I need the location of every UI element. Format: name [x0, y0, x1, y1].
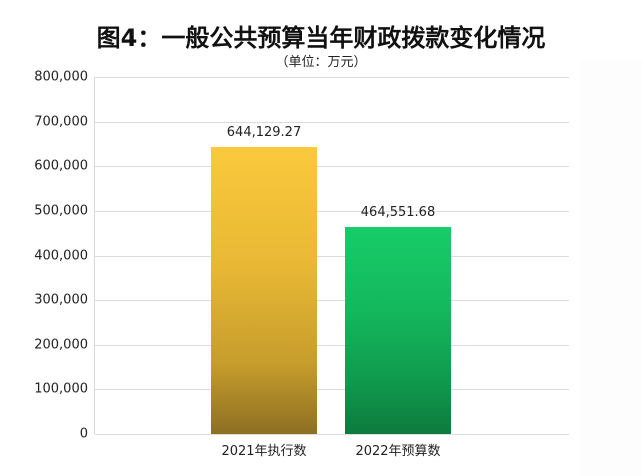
- gridline-700000: [95, 121, 569, 123]
- y-tick-label: 800,000: [34, 69, 88, 85]
- gridline-300000: [95, 300, 569, 302]
- gridline-800000: [95, 77, 569, 78]
- bar-2021-execution: [211, 147, 317, 434]
- chart-title: 图4：一般公共预算当年财政拨款变化情况: [96, 24, 546, 52]
- chart-subtitle: （单位：万元）: [275, 55, 367, 70]
- gridline-0: [95, 434, 569, 435]
- y-tick-label: 600,000: [34, 158, 88, 174]
- background-panel: [580, 60, 642, 476]
- y-tick-label: 700,000: [34, 114, 88, 130]
- gridline-200000: [95, 344, 569, 346]
- gridline-500000: [95, 210, 569, 212]
- y-tick-label: 100,000: [34, 381, 88, 397]
- y-tick-label: 300,000: [34, 292, 88, 308]
- x-tick-label-2021: 2021年执行数: [221, 444, 307, 459]
- x-tick-label-2022: 2022年预算数: [355, 444, 441, 459]
- y-tick-label: 200,000: [34, 337, 88, 353]
- bar-value-label-2022: 464,551.68: [360, 205, 436, 220]
- bar-2022-budget: [345, 227, 451, 434]
- y-tick-label: 0: [79, 426, 88, 442]
- gridline-400000: [95, 255, 569, 257]
- y-tick-label: 500,000: [34, 203, 88, 219]
- plot-area: [94, 77, 569, 435]
- gridline-600000: [95, 166, 569, 168]
- gridline-100000: [95, 389, 569, 391]
- y-tick-label: 400,000: [34, 248, 88, 263]
- bar-value-label-2021: 644,129.27: [226, 125, 302, 140]
